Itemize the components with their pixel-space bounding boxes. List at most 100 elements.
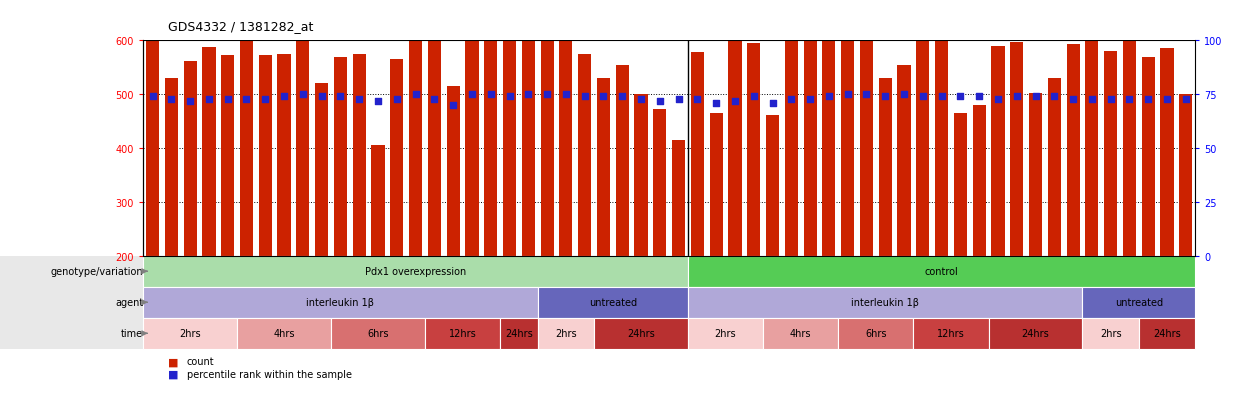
- Bar: [747, 44, 761, 256]
- Bar: [672, 140, 685, 256]
- Text: GDS4332 / 1381282_at: GDS4332 / 1381282_at: [168, 20, 314, 33]
- Point: [1157, 96, 1177, 102]
- Bar: [331, 318, 425, 349]
- Bar: [1082, 287, 1195, 318]
- Bar: [879, 79, 891, 256]
- Text: 24hrs: 24hrs: [505, 328, 533, 339]
- Bar: [615, 65, 629, 256]
- Text: Pdx1 overexpression: Pdx1 overexpression: [365, 266, 466, 277]
- Bar: [1028, 94, 1042, 256]
- Bar: [596, 79, 610, 256]
- Bar: [503, 38, 517, 256]
- Point: [255, 96, 275, 102]
- Point: [162, 96, 182, 102]
- Bar: [1048, 79, 1061, 256]
- Point: [1138, 96, 1158, 102]
- Bar: [728, 41, 742, 256]
- Point: [1119, 96, 1139, 102]
- Bar: [688, 256, 1195, 287]
- Point: [1175, 96, 1195, 102]
- Bar: [860, 28, 873, 256]
- Bar: [763, 318, 838, 349]
- Bar: [1123, 38, 1135, 256]
- Point: [575, 94, 595, 100]
- Bar: [538, 287, 688, 318]
- Bar: [822, 37, 835, 256]
- Text: 24hrs: 24hrs: [1022, 328, 1050, 339]
- Bar: [766, 115, 779, 256]
- Text: 24hrs: 24hrs: [1153, 328, 1182, 339]
- Point: [293, 92, 312, 98]
- Bar: [390, 60, 403, 256]
- Point: [819, 94, 839, 100]
- Bar: [691, 53, 703, 256]
- Bar: [466, 0, 478, 256]
- Point: [462, 92, 482, 98]
- Bar: [410, 16, 422, 256]
- Bar: [578, 55, 591, 256]
- Point: [969, 94, 989, 100]
- Text: 24hrs: 24hrs: [627, 328, 655, 339]
- Bar: [425, 318, 500, 349]
- Bar: [146, 29, 159, 256]
- Bar: [688, 287, 1082, 318]
- Point: [425, 96, 444, 102]
- Point: [706, 100, 726, 107]
- Bar: [914, 318, 989, 349]
- Text: 6hrs: 6hrs: [367, 328, 388, 339]
- Bar: [259, 56, 271, 256]
- Bar: [352, 55, 366, 256]
- Point: [782, 96, 802, 102]
- Text: 12hrs: 12hrs: [937, 328, 965, 339]
- Bar: [654, 110, 666, 256]
- Bar: [315, 84, 329, 256]
- Bar: [278, 55, 290, 256]
- Point: [875, 94, 895, 100]
- Point: [369, 98, 388, 105]
- Point: [199, 96, 219, 102]
- Point: [481, 92, 500, 98]
- Point: [218, 96, 238, 102]
- Text: count: count: [187, 356, 214, 366]
- Bar: [237, 318, 331, 349]
- Bar: [688, 318, 763, 349]
- Bar: [540, 16, 554, 256]
- Point: [557, 92, 576, 98]
- Point: [743, 94, 763, 100]
- Text: interleukin 1β: interleukin 1β: [306, 297, 375, 308]
- Bar: [898, 65, 910, 256]
- Bar: [710, 114, 723, 256]
- Bar: [500, 318, 538, 349]
- Bar: [1067, 45, 1079, 256]
- Text: 4hrs: 4hrs: [274, 328, 295, 339]
- Point: [1026, 94, 1046, 100]
- Point: [801, 96, 820, 102]
- Bar: [842, 39, 854, 256]
- Text: control: control: [925, 266, 959, 277]
- Bar: [143, 256, 688, 287]
- Bar: [428, 14, 441, 256]
- Point: [350, 96, 370, 102]
- Text: ■: ■: [168, 356, 178, 366]
- Text: 4hrs: 4hrs: [789, 328, 812, 339]
- Point: [1007, 94, 1027, 100]
- Text: 2hrs: 2hrs: [555, 328, 576, 339]
- Point: [143, 94, 163, 100]
- Point: [931, 94, 951, 100]
- Text: interleukin 1β: interleukin 1β: [852, 297, 919, 308]
- Bar: [240, 22, 253, 256]
- Point: [406, 92, 426, 98]
- Bar: [183, 62, 197, 256]
- Bar: [635, 95, 647, 256]
- Point: [518, 92, 538, 98]
- Text: 2hrs: 2hrs: [715, 328, 736, 339]
- Bar: [538, 318, 594, 349]
- Bar: [371, 146, 385, 256]
- Point: [669, 96, 688, 102]
- Point: [387, 96, 407, 102]
- Text: agent: agent: [115, 297, 143, 308]
- Bar: [1104, 52, 1117, 256]
- Bar: [334, 57, 347, 256]
- Point: [1101, 96, 1120, 102]
- Point: [537, 92, 557, 98]
